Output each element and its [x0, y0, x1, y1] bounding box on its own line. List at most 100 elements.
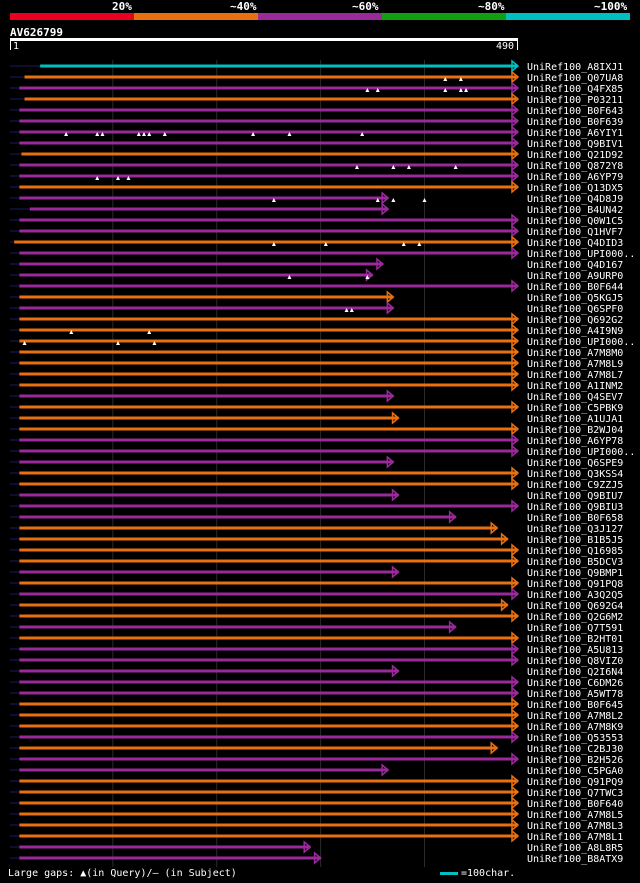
footer-scale: =100char. [440, 868, 515, 879]
ruler-tick-start [10, 41, 11, 50]
hit-bar [21, 152, 519, 156]
hit-label: UniRef100_Q9BMP1 [527, 568, 623, 579]
hit-label: UniRef100_Q9BIU7 [527, 491, 623, 502]
hit-arrow [511, 92, 520, 106]
hit-arrow [511, 180, 520, 194]
hit-bar [19, 449, 518, 453]
hit-arrow [511, 631, 520, 645]
hit-label: UniRef100_Q8VIZ0 [527, 656, 623, 667]
hit-arrow [511, 697, 520, 711]
hit-arrow [376, 257, 385, 271]
hit-bar [19, 163, 518, 167]
hit-arrow [511, 422, 520, 436]
hit-label: UniRef100_Q9BIU3 [527, 502, 623, 513]
hit-arrow [500, 532, 509, 546]
hit-bar [19, 856, 321, 860]
gap-marker [95, 132, 100, 136]
hit-arrow [511, 114, 520, 128]
hit-label: UniRef100_A7M8L2 [527, 711, 623, 722]
gap-marker [22, 341, 27, 345]
hit-label: UniRef100_Q53553 [527, 733, 623, 744]
hit-arrow [511, 279, 520, 293]
hit-label: UniRef100_Q4D8J9 [527, 194, 623, 205]
gap-marker [147, 132, 152, 136]
hit-arrow [511, 774, 520, 788]
gap-marker [344, 308, 349, 312]
hit-arrow [511, 642, 520, 656]
hit-arrow [511, 224, 520, 238]
hit-arrow [381, 763, 390, 777]
scale-swatch [440, 871, 458, 875]
hit-label: UniRef100_A3Q2Q5 [527, 590, 623, 601]
hit-arrow [448, 510, 457, 524]
hit-bar [19, 306, 394, 310]
hit-bar [24, 75, 518, 79]
hit-arrow [500, 598, 509, 612]
hit-label: UniRef100_A7M8L3 [527, 821, 623, 832]
gap-marker [287, 132, 292, 136]
gap-marker [391, 165, 396, 169]
hit-bar [19, 383, 518, 387]
footer-gaps-legend: Large gaps: ▲(in Query)/– (in Subject) [8, 868, 237, 879]
gap-marker [349, 308, 354, 312]
hit-bar [29, 207, 389, 211]
hit-arrow [511, 466, 520, 480]
hit-arrow [511, 444, 520, 458]
legend-label-60: ~60% [352, 0, 379, 13]
hit-arrow [511, 675, 520, 689]
gap-marker [391, 198, 396, 202]
hit-bar [19, 801, 518, 805]
hit-bar [19, 86, 518, 90]
hit-bar [19, 218, 518, 222]
hit-bar [19, 570, 399, 574]
hit-label: UniRef100_Q3KSS4 [527, 469, 623, 480]
hit-label: UniRef100_UPI000.. [527, 337, 635, 348]
hit-bar [19, 823, 518, 827]
hit-label: UniRef100_Q5KGJ5 [527, 293, 623, 304]
hit-bar [19, 438, 518, 442]
hit-bar [19, 548, 518, 552]
gap-marker [116, 176, 121, 180]
hit-label: UniRef100_Q2G6M2 [527, 612, 623, 623]
hit-bar [19, 625, 456, 629]
hit-arrow [511, 653, 520, 667]
hit-label: UniRef100_B0F645 [527, 700, 623, 711]
hit-label: UniRef100_Q7TWC3 [527, 788, 623, 799]
hit-label: UniRef100_A7M8L9 [527, 359, 623, 370]
gap-marker [152, 341, 157, 345]
hit-bar [19, 317, 518, 321]
hit-label: UniRef100_A7M8K9 [527, 722, 623, 733]
hit-arrow [386, 389, 395, 403]
hit-bar [19, 262, 383, 266]
hit-label: UniRef100_A7M8L5 [527, 810, 623, 821]
hit-label: UniRef100_A8L8R5 [527, 843, 623, 854]
hit-arrow [391, 411, 400, 425]
hit-arrow [511, 125, 520, 139]
gap-marker [126, 176, 131, 180]
hit-bar [19, 185, 518, 189]
hit-arrow [511, 554, 520, 568]
hit-arrow [511, 433, 520, 447]
hit-label: UniRef100_B2HT01 [527, 634, 623, 645]
hit-bar [19, 482, 518, 486]
gap-marker [100, 132, 105, 136]
gap-marker [458, 77, 463, 81]
hit-label: UniRef100_A7M8L1 [527, 832, 623, 843]
gap-marker [287, 275, 292, 279]
hit-bar [19, 790, 518, 794]
hit-label: UniRef100_Q1HVF7 [527, 227, 623, 238]
hit-label: UniRef100_Q692G4 [527, 601, 623, 612]
hit-label: UniRef100_B0F640 [527, 799, 623, 810]
legend-label-40: ~40% [230, 0, 257, 13]
hit-bar [19, 350, 518, 354]
hit-label: UniRef100_Q4DID3 [527, 238, 623, 249]
hit-arrow [511, 136, 520, 150]
gap-marker [458, 88, 463, 92]
hit-label: UniRef100_A1UJA1 [527, 414, 623, 425]
hit-bar [19, 229, 518, 233]
hit-arrow [511, 719, 520, 733]
hit-arrow [511, 829, 520, 843]
hit-arrow [303, 840, 312, 854]
hit-label: UniRef100_B2H526 [527, 755, 623, 766]
gap-marker [142, 132, 147, 136]
